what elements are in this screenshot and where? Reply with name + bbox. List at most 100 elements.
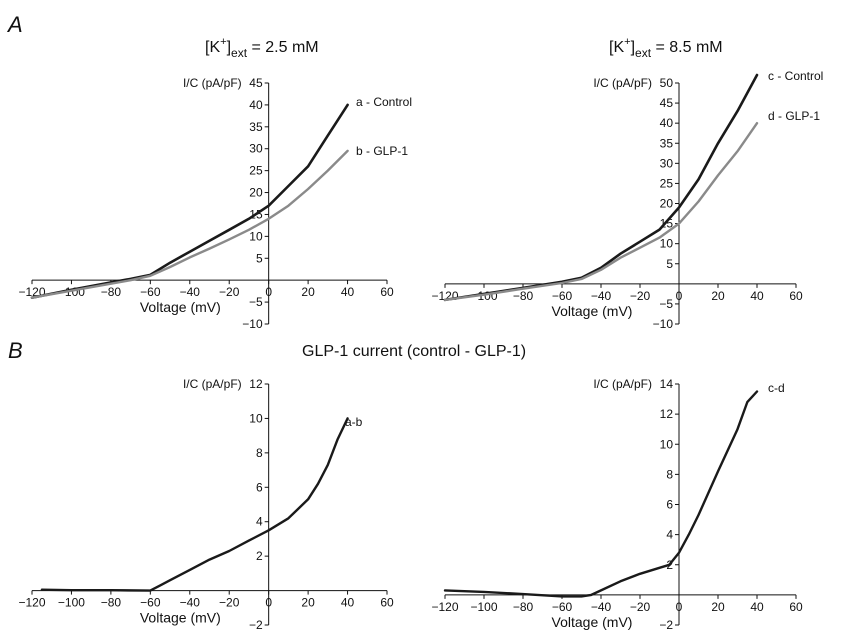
y-tick-label: −10 <box>242 317 263 331</box>
x-tick-label: 60 <box>789 600 803 614</box>
x-tick-label: −100 <box>470 600 497 614</box>
y-tick-label: 45 <box>660 96 674 110</box>
series-label: b - GLP-1 <box>356 144 408 158</box>
x-tick-label: 0 <box>265 285 272 299</box>
y-tick-label: 35 <box>660 136 674 150</box>
series-line-a-b <box>40 417 349 592</box>
y-tick-label: 8 <box>666 467 673 481</box>
x-tick-label: 20 <box>711 600 725 614</box>
chart-title: [K+]ext = 2.5 mM <box>205 36 319 60</box>
panel-b-label: B <box>8 338 23 363</box>
series-label: c-d <box>768 381 785 395</box>
x-tick-label: 60 <box>380 285 394 299</box>
panel-a-label: A <box>8 12 23 37</box>
panel-b-title: GLP-1 current (control - GLP-1) <box>302 343 527 360</box>
y-tick-label: 10 <box>660 437 674 451</box>
x-axis-label: Voltage (mV) <box>140 610 221 626</box>
x-tick-label: 40 <box>750 289 764 303</box>
y-tick-label: 40 <box>660 116 674 130</box>
x-tick-label: −40 <box>180 596 201 610</box>
x-tick-label: −80 <box>513 289 534 303</box>
x-tick-label: −20 <box>630 289 651 303</box>
chart-1: [K+]ext = 2.5 mM−120 −100 −80 −60 −40 −20 0 20 4… <box>18 36 412 331</box>
x-tick-label: 0 <box>265 596 272 610</box>
y-tick-label: 8 <box>256 446 263 460</box>
y-axis-label: I/C (pA/pF) <box>183 377 242 391</box>
y-tick-label: 6 <box>666 498 673 512</box>
x-tick-label: −20 <box>630 600 651 614</box>
x-tick-label: −60 <box>140 285 161 299</box>
x-tick-label: 0 <box>676 600 683 614</box>
y-tick-label: 10 <box>660 237 674 251</box>
y-tick-label: 5 <box>666 257 673 271</box>
x-tick-label: 40 <box>341 285 355 299</box>
y-tick-label: 12 <box>660 407 674 421</box>
x-tick-label: −40 <box>591 289 612 303</box>
x-tick-label: 60 <box>789 289 803 303</box>
series-line-c-d <box>443 390 759 598</box>
x-tick-label: −120 <box>431 600 458 614</box>
y-tick-label: 14 <box>660 377 674 391</box>
y-tick-label: −5 <box>249 295 263 309</box>
x-tick-label: −80 <box>101 596 122 610</box>
y-tick-label: 5 <box>256 251 263 265</box>
y-tick-label: 10 <box>249 229 263 243</box>
y-tick-label: 25 <box>249 164 263 178</box>
y-tick-label: 30 <box>249 142 263 156</box>
x-tick-label: −80 <box>101 285 122 299</box>
series-label: a-b <box>345 415 363 429</box>
y-tick-label: 20 <box>660 197 674 211</box>
y-tick-label: 50 <box>660 76 674 90</box>
x-tick-label: −100 <box>58 596 85 610</box>
x-axis-label: Voltage (mV) <box>552 303 633 319</box>
x-tick-label: 20 <box>711 289 725 303</box>
x-tick-label: 60 <box>380 596 394 610</box>
series-label: c - Control <box>768 69 823 83</box>
y-tick-label: 2 <box>256 549 263 563</box>
y-tick-label: −10 <box>653 317 674 331</box>
x-tick-label: −60 <box>140 596 161 610</box>
x-tick-label: 0 <box>676 289 683 303</box>
y-tick-label: 40 <box>249 98 263 112</box>
y-tick-label: 12 <box>249 377 263 391</box>
x-tick-label: 20 <box>301 285 315 299</box>
y-tick-label: 6 <box>256 480 263 494</box>
y-tick-label: 20 <box>249 186 263 200</box>
x-tick-label: 20 <box>301 596 315 610</box>
x-tick-label: 40 <box>341 596 355 610</box>
chart-2: [K+]ext = 8.5 mM−120 −100 −80 −60 −40 −20 0 20 4… <box>431 36 823 331</box>
y-tick-label: −2 <box>249 618 263 632</box>
y-tick-label: 10 <box>249 411 263 425</box>
series-label: d - GLP-1 <box>768 109 820 123</box>
y-tick-label: 30 <box>660 156 674 170</box>
y-tick-label: −2 <box>659 618 673 632</box>
series-line-a-control <box>30 103 349 300</box>
series-label: a - Control <box>356 95 412 109</box>
x-axis-label: Voltage (mV) <box>140 299 221 315</box>
y-tick-label: −5 <box>659 297 673 311</box>
chart-3: −120 −100 −80 −60 −40 −20 0 20 40 60 −2 2 4 6 8 10 12 I/C… <box>18 377 394 632</box>
chart-title: [K+]ext = 8.5 mM <box>609 36 723 60</box>
y-tick-label: 4 <box>256 515 263 529</box>
x-tick-label: −40 <box>591 600 612 614</box>
y-axis-label: I/C (pA/pF) <box>593 76 652 90</box>
series-line-d-glp-1 <box>443 121 759 302</box>
y-axis-label: I/C (pA/pF) <box>183 76 242 90</box>
x-tick-label: −80 <box>513 600 534 614</box>
x-tick-label: −20 <box>219 596 240 610</box>
y-tick-label: 35 <box>249 120 263 134</box>
x-tick-label: −120 <box>18 596 45 610</box>
x-tick-label: 40 <box>750 600 764 614</box>
y-axis-label: I/C (pA/pF) <box>593 377 652 391</box>
y-tick-label: 25 <box>660 176 674 190</box>
chart-4: −120 −100 −80 −60 −40 −20 0 20 40 60−22468101214I… <box>431 377 803 632</box>
x-tick-label: −20 <box>219 285 240 299</box>
x-tick-label: −40 <box>180 285 201 299</box>
y-tick-label: 4 <box>666 528 673 542</box>
x-tick-label: −60 <box>552 600 573 614</box>
x-axis-label: Voltage (mV) <box>552 614 633 630</box>
series-line-b-glp-1 <box>30 149 349 299</box>
y-tick-label: 45 <box>249 76 263 90</box>
x-tick-label: −60 <box>552 289 573 303</box>
